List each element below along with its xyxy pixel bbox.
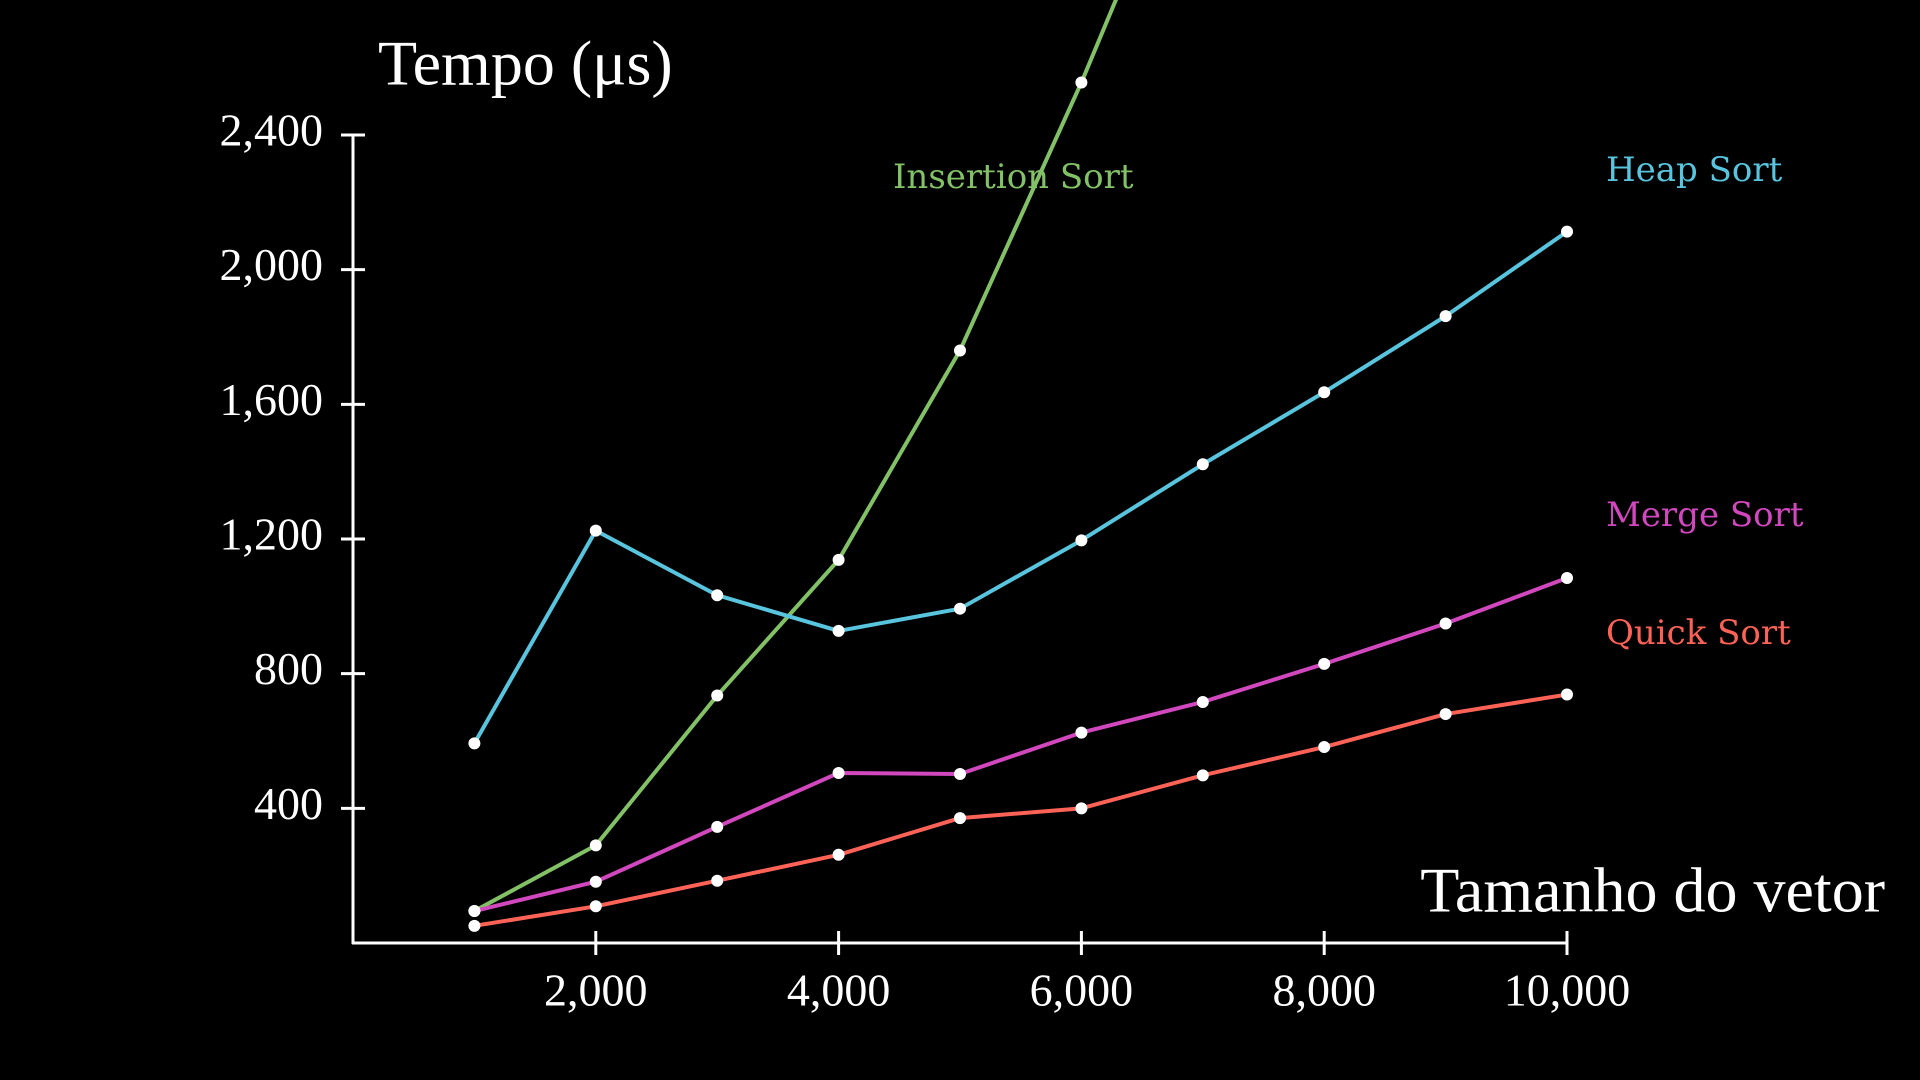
data-point: [832, 624, 845, 637]
data-point: [1196, 769, 1209, 782]
data-point: [1439, 310, 1452, 323]
data-point: [468, 919, 481, 932]
data-point: [1561, 225, 1573, 238]
data-point: [1318, 657, 1331, 670]
data-point: [954, 812, 966, 825]
data-point: [954, 344, 966, 357]
data-point: [1439, 617, 1452, 630]
data-point: [1196, 458, 1209, 471]
data-point: [589, 839, 602, 852]
data-point: [1075, 726, 1088, 739]
y-axis-title: Tempo (μs): [378, 28, 673, 99]
x-axis-title: Tamanho do vetor: [1420, 855, 1885, 926]
data-point: [1075, 802, 1088, 815]
y-tick-label: 800: [254, 643, 323, 694]
data-point: [589, 524, 602, 537]
data-point: [1318, 741, 1331, 754]
y-tick-label: 2,000: [220, 239, 324, 290]
y-tick-label: 1,600: [220, 374, 324, 425]
data-point: [954, 767, 966, 780]
data-point: [832, 848, 845, 861]
y-tick-label: 2,400: [220, 105, 324, 156]
data-point: [1075, 76, 1088, 89]
series-line: [473, 576, 1568, 913]
data-point: [711, 820, 724, 833]
x-tick-label: 10,000: [1504, 965, 1631, 1016]
data-point: [468, 905, 481, 918]
x-tick-label: 6,000: [1030, 965, 1134, 1016]
x-tick-label: 8,000: [1272, 965, 1376, 1016]
series-line: [472, 229, 1569, 745]
series-label: Merge Sort: [1606, 495, 1804, 535]
data-point: [1075, 534, 1088, 547]
data-point: [711, 589, 724, 602]
x-tick-label: 2,000: [544, 965, 648, 1016]
data-point: [1318, 386, 1331, 399]
data-point: [1561, 572, 1573, 585]
data-point: [1196, 695, 1209, 708]
data-point: [1439, 708, 1452, 721]
series-label: Insertion Sort: [893, 157, 1134, 197]
data-point: [832, 766, 845, 779]
data-point: [954, 602, 966, 615]
data-point: [1561, 688, 1573, 701]
data-point: [832, 553, 845, 566]
y-tick-label: 400: [254, 778, 323, 829]
series-label: Heap Sort: [1606, 150, 1783, 190]
series-line: [474, 692, 1568, 928]
data-point: [711, 874, 724, 887]
data-point: [589, 900, 602, 913]
data-point: [468, 737, 481, 750]
x-tick-label: 4,000: [787, 965, 891, 1016]
series-label: Quick Sort: [1606, 613, 1791, 653]
data-point: [589, 875, 602, 888]
y-tick-label: 1,200: [220, 509, 324, 560]
data-point: [711, 689, 724, 702]
